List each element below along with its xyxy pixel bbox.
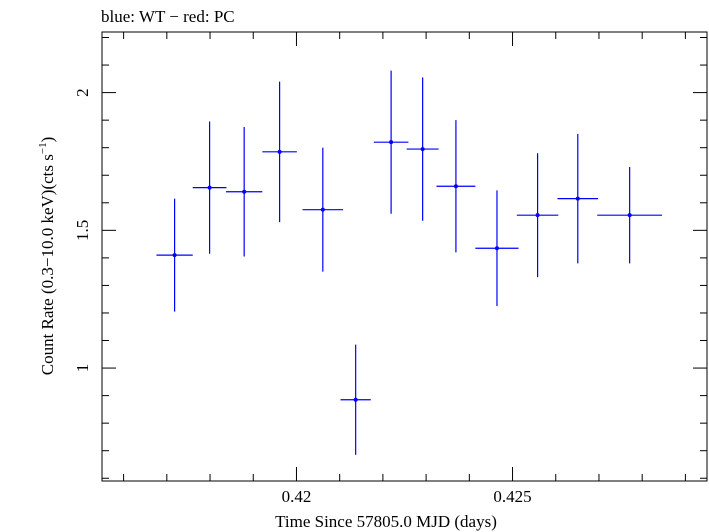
x-axis-label: Time Since 57805.0 MJD (days) bbox=[275, 512, 497, 531]
y-tick-label: 1.5 bbox=[73, 220, 92, 241]
x-tick-label: 0.425 bbox=[493, 487, 531, 506]
data-point bbox=[373, 70, 409, 214]
point-marker bbox=[320, 207, 325, 212]
data-point bbox=[340, 344, 371, 455]
axis-tick-labels: 0.42 0.425 1 1.5 2 bbox=[73, 88, 532, 506]
point-marker bbox=[420, 147, 425, 152]
plot-frame bbox=[101, 31, 708, 482]
data-point bbox=[436, 120, 476, 253]
point-marker bbox=[277, 149, 282, 154]
point-marker bbox=[172, 253, 177, 258]
chart-title: blue: WT − red: PC bbox=[101, 7, 235, 26]
point-marker bbox=[207, 185, 212, 190]
data-point bbox=[597, 166, 663, 264]
data-point bbox=[516, 153, 559, 278]
data-point bbox=[557, 133, 599, 264]
point-marker bbox=[389, 140, 394, 145]
data-point bbox=[302, 147, 344, 272]
point-marker bbox=[494, 246, 499, 251]
y-axis-label: Count Rate (0.3−10.0 keV)(cts s−1) bbox=[37, 137, 57, 376]
point-marker bbox=[353, 397, 358, 402]
point-marker bbox=[453, 184, 458, 189]
data-point bbox=[475, 190, 519, 307]
point-marker bbox=[627, 213, 632, 218]
data-point bbox=[156, 198, 193, 312]
y-axis-label-tail: ) bbox=[38, 137, 57, 143]
point-marker bbox=[242, 189, 247, 194]
data-point bbox=[406, 77, 439, 221]
data-point bbox=[192, 121, 227, 254]
data-point bbox=[262, 81, 297, 223]
y-tick-label: 2 bbox=[73, 88, 92, 97]
y-axis-label-main: Count Rate (0.3−10.0 keV)(cts s bbox=[38, 154, 57, 375]
point-marker bbox=[535, 213, 540, 218]
y-axis-label-superscript: −1 bbox=[37, 142, 49, 154]
point-marker bbox=[575, 196, 580, 201]
x-tick-label: 0.42 bbox=[282, 487, 312, 506]
data-point bbox=[226, 127, 263, 257]
y-tick-label: 1 bbox=[73, 364, 92, 373]
axis-ticks bbox=[102, 32, 707, 481]
data-points bbox=[156, 70, 663, 455]
